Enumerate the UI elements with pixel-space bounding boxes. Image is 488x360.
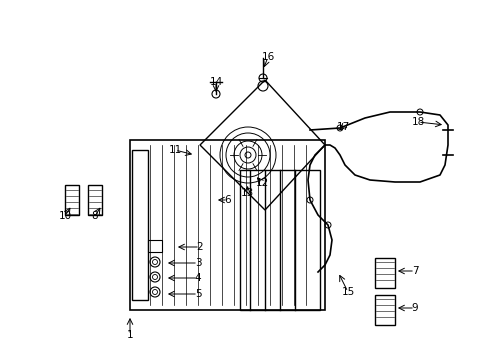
Text: 5: 5 [194,289,201,299]
Text: 7: 7 [411,266,417,276]
Text: 11: 11 [168,145,181,155]
Text: 6: 6 [224,195,231,205]
Text: 4: 4 [194,273,201,283]
Text: 18: 18 [410,117,424,127]
Text: 13: 13 [240,188,253,198]
Text: 16: 16 [261,52,274,62]
Text: 8: 8 [92,211,98,221]
Text: 2: 2 [196,242,203,252]
Text: 9: 9 [411,303,417,313]
Text: 17: 17 [336,122,349,132]
Text: 10: 10 [59,211,71,221]
Text: 3: 3 [194,258,201,268]
Text: 1: 1 [126,330,133,340]
Text: 14: 14 [209,77,222,87]
Text: 15: 15 [341,287,354,297]
Text: 12: 12 [255,178,268,188]
